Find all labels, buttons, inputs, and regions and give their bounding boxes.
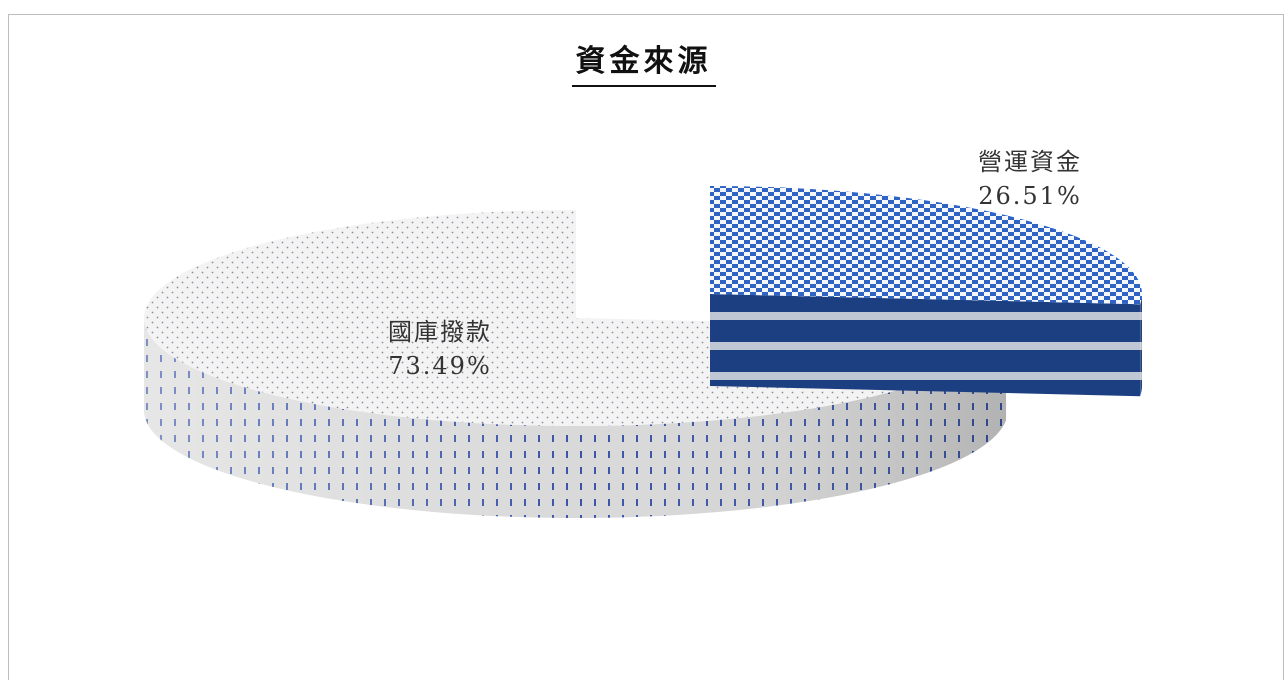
slice-value: 26.51% — [978, 182, 1082, 210]
chart-title-text: 資金來源 — [571, 44, 716, 87]
slice-label-營運資金: 營運資金 26.51% — [945, 145, 1115, 213]
slice-name: 營運資金 — [978, 148, 1082, 176]
slice-value: 73.49% — [388, 352, 492, 380]
pie-slice-營運資金 — [710, 186, 1142, 397]
pie-slice-side-shade — [1140, 294, 1142, 397]
pie-slice-top — [710, 186, 1142, 305]
slice-name: 國庫撥款 — [388, 318, 492, 346]
slice-label-國庫撥款: 國庫撥款 73.49% — [355, 315, 525, 383]
pie-slices — [144, 186, 1142, 518]
chart-title: 資金來源 — [0, 36, 1287, 87]
pie-slice-side-shade — [144, 318, 1007, 518]
pie-slice-cut-face — [710, 294, 1141, 397]
